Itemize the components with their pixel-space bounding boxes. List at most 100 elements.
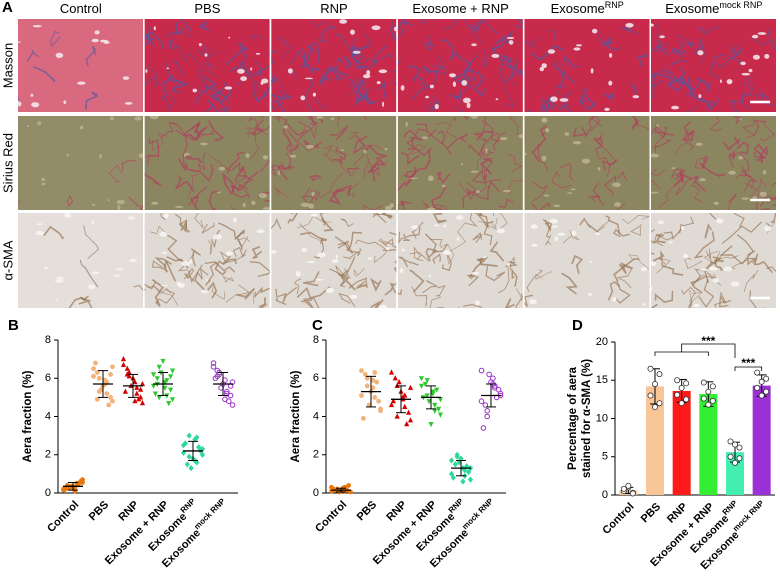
fiber (468, 257, 489, 279)
fiber (432, 64, 447, 76)
micrograph (397, 213, 523, 308)
fiber (382, 245, 397, 251)
data-point (456, 459, 462, 466)
vessel (611, 297, 617, 302)
fiber (747, 257, 758, 266)
x-tick-label-text: PBS (639, 501, 663, 525)
vessel (200, 142, 208, 146)
data-point (154, 376, 160, 382)
vessel (151, 201, 159, 205)
fiber (481, 166, 491, 189)
x-tick-label-superscript: mock RNP (460, 496, 495, 531)
fiber (584, 117, 603, 138)
fiber (694, 155, 709, 170)
fiber (300, 231, 328, 242)
vessel (79, 125, 84, 130)
fiber (232, 246, 247, 258)
vessel (228, 36, 231, 39)
fiber (463, 54, 479, 80)
fiber (186, 174, 197, 200)
vessel (335, 254, 338, 259)
vessel (539, 66, 544, 72)
fiber (174, 213, 188, 229)
column-label-text: Exosome + RNP (412, 1, 508, 16)
fiber (723, 44, 737, 61)
data-point (394, 413, 400, 419)
data-point (388, 401, 395, 408)
fiber (603, 175, 617, 196)
fiber (497, 267, 510, 294)
data-point (186, 453, 192, 460)
fiber (462, 190, 479, 209)
micrograph-background (651, 116, 777, 210)
fiber (197, 163, 214, 182)
fiber (651, 79, 665, 88)
fiber (673, 48, 687, 59)
data-point (674, 391, 681, 398)
fiber (340, 218, 354, 228)
vessel (566, 192, 573, 194)
vessel (237, 68, 245, 74)
x-tick-label: PBS (355, 499, 379, 523)
fiber (708, 213, 717, 220)
vessel (671, 167, 676, 170)
data-point (432, 402, 438, 409)
fiber (607, 281, 621, 301)
data-point (418, 383, 425, 389)
vessel (301, 247, 307, 252)
fiber (397, 202, 407, 209)
vessel (550, 96, 558, 102)
vessel (748, 68, 753, 73)
fiber (483, 19, 499, 35)
fiber (384, 282, 397, 296)
data-point (94, 396, 100, 402)
vessel (192, 88, 198, 93)
vessel (400, 85, 405, 91)
fiber (360, 33, 372, 49)
vessel (349, 294, 358, 299)
fiber (151, 260, 169, 272)
fiber (429, 296, 445, 308)
data-point (700, 379, 707, 386)
data-point (422, 381, 428, 388)
fiber (235, 63, 250, 85)
column-label: PBS (194, 1, 220, 16)
fiber (409, 269, 425, 293)
vessel (452, 81, 456, 87)
data-point (186, 432, 192, 439)
fiber (343, 55, 354, 69)
vessel (164, 213, 169, 219)
data-point (110, 364, 115, 370)
fiber (43, 225, 65, 240)
column-label-text: Control (60, 1, 102, 16)
data-point (91, 366, 96, 372)
fiber (283, 152, 295, 172)
vessel (470, 116, 478, 119)
data-point (139, 380, 146, 387)
fiber (436, 171, 451, 184)
bar (672, 390, 691, 495)
fiber (690, 94, 712, 110)
micrograph (18, 116, 144, 210)
fiber (477, 35, 488, 65)
column-label: Control (60, 1, 102, 16)
vessel (160, 284, 169, 287)
fiber (252, 86, 270, 103)
fiber (471, 169, 502, 184)
vessel (496, 228, 505, 234)
vessel (330, 117, 335, 121)
fiber (334, 74, 348, 81)
fiber (253, 291, 256, 305)
data-point (625, 482, 632, 489)
data-point (478, 398, 485, 405)
fiber (663, 228, 682, 240)
data-point (486, 371, 492, 378)
vessel (55, 299, 58, 302)
fiber (446, 133, 469, 149)
fiber (367, 45, 388, 69)
fiber (719, 245, 752, 265)
vessel (394, 26, 397, 32)
fiber (537, 143, 548, 171)
fiber (704, 256, 722, 283)
micrograph (651, 19, 777, 112)
